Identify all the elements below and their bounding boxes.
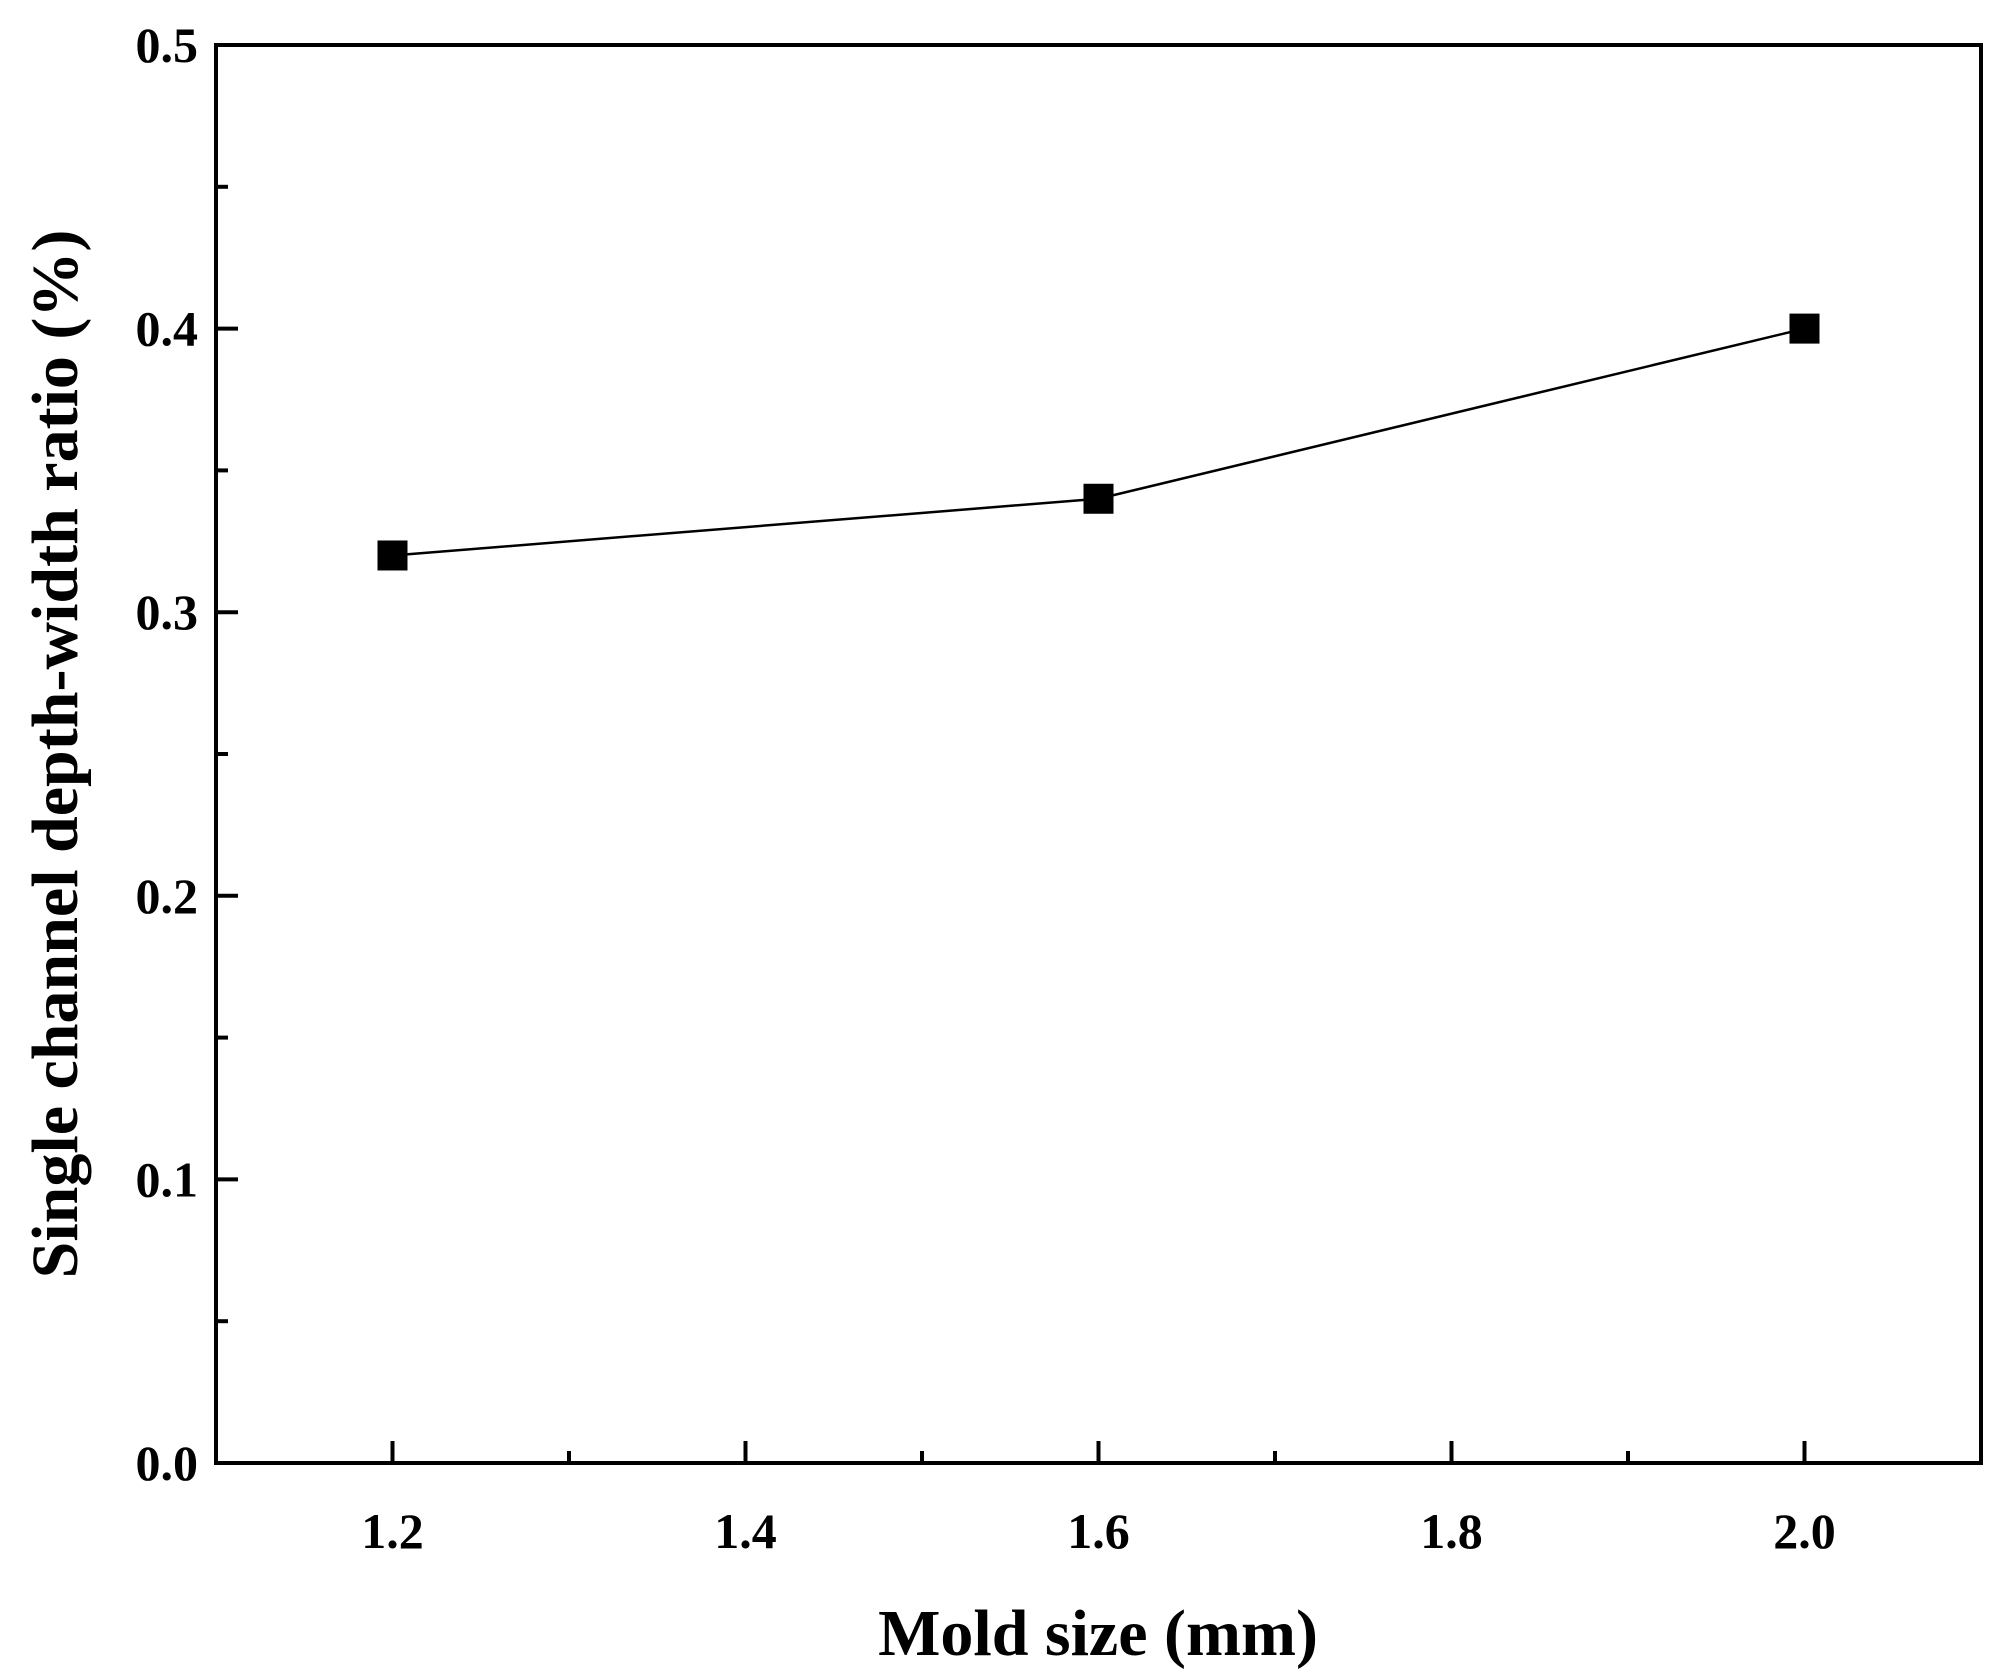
axis-ticks — [216, 43, 1807, 1465]
data-markers — [377, 313, 1820, 571]
y-tick-label: 0.0 — [136, 1435, 199, 1491]
data-point-marker — [1789, 313, 1820, 344]
y-tick-label: 0.5 — [136, 17, 199, 73]
x-axis-title: Mold size (mm) — [878, 1597, 1318, 1670]
x-tick-label: 2.0 — [1773, 1503, 1836, 1559]
series-line — [392, 327, 1805, 557]
x-tick-label: 1.4 — [714, 1503, 777, 1559]
y-tick-label: 0.1 — [136, 1151, 199, 1207]
x-tick-label: 1.8 — [1420, 1503, 1483, 1559]
y-axis-title: Single channel depth-width ratio (%) — [19, 230, 92, 1279]
y-tick-label: 0.4 — [136, 301, 199, 357]
x-tick-label: 1.2 — [361, 1503, 424, 1559]
y-tick-label: 0.3 — [136, 584, 199, 640]
data-point-marker — [1083, 483, 1114, 514]
y-tick-label: 0.2 — [136, 868, 199, 924]
data-point-marker — [377, 540, 408, 571]
x-tick-label: 1.6 — [1067, 1503, 1130, 1559]
axis-tick-labels: 1.2 1.4 1.6 1.8 2.0 0.0 0.1 0.2 0.3 0.4 0.5 — [136, 17, 1836, 1559]
plot-frame — [214, 43, 1983, 1465]
